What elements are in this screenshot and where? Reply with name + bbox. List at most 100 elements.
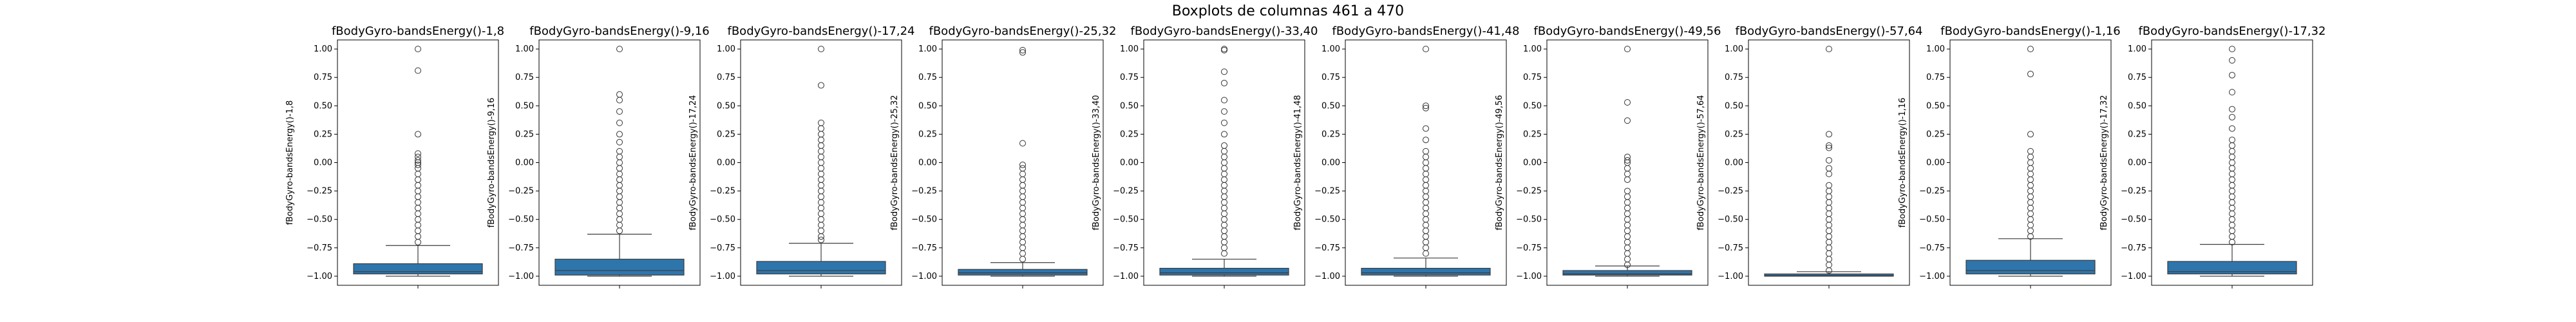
outlier-point: [1019, 165, 1026, 172]
outlier-point: [415, 156, 421, 164]
panel-1: fBodyGyro-bandsEnergy()-1,8 −1.00 −0.75 −0.…: [285, 24, 504, 289]
y-tick-label: −1.00: [307, 272, 332, 281]
outlier-point: [2027, 131, 2034, 138]
y-tick-label: 0.00: [1926, 158, 1945, 168]
y-tick-label: −0.25: [307, 187, 332, 196]
y-axis-label: fBodyGyro-bandsEnergy()-49,56: [1495, 95, 1504, 230]
outlier-point: [415, 165, 421, 172]
axes-frame: [1143, 39, 1305, 286]
outlier-point: [2027, 153, 2034, 160]
panel-5: fBodyGyro-bandsEnergy()-33,40 −1.00 −0.75 −…: [1092, 24, 1318, 289]
y-tick-label: 0.50: [1725, 101, 1743, 111]
outlier-point: [1221, 147, 1227, 155]
outlier-point: [415, 131, 421, 138]
outlier-point: [818, 236, 824, 243]
y-axis-label: fBodyGyro-bandsEnergy()-17,32: [2099, 95, 2109, 230]
outlier-point: [616, 147, 623, 155]
outlier-point: [2027, 182, 2034, 189]
y-tick-label: 0.75: [1725, 73, 1743, 82]
y-tick-label: −1.00: [1113, 272, 1139, 281]
outlier-point: [616, 138, 623, 146]
outlier-point: [2229, 147, 2235, 155]
y-tick-label: 1.00: [1321, 44, 1340, 54]
outlier-point: [2229, 125, 2235, 132]
y-tick-label: 0.50: [2128, 101, 2146, 111]
outlier-point: [415, 153, 421, 160]
outlier-point: [1221, 108, 1227, 115]
outlier-point: [1221, 199, 1227, 206]
outlier-point: [415, 46, 421, 53]
y-tick-label: 1.00: [1120, 44, 1139, 54]
outlier-point: [616, 222, 623, 229]
y-tick-label: −1.00: [1718, 272, 1743, 281]
outlier-point: [2229, 153, 2235, 160]
outlier-point: [1624, 261, 1631, 269]
outlier-point: [1221, 171, 1227, 178]
y-tick-label: 0.25: [918, 129, 937, 139]
y-tick-label: −0.25: [1718, 187, 1743, 196]
y-tick-label: −0.50: [2121, 215, 2146, 225]
iqr-box: [1764, 273, 1894, 277]
panel-title: fBodyGyro-bandsEnergy()-1,8: [332, 24, 504, 38]
y-tick-label: −0.75: [710, 243, 735, 253]
panel-9: fBodyGyro-bandsEnergy()-1,16 −1.00 −0.75 −0…: [1898, 24, 2121, 289]
outlier-point: [616, 171, 623, 178]
y-tick-label: 0.50: [717, 101, 735, 111]
y-tick-label: 0.00: [717, 158, 735, 168]
outlier-point: [818, 131, 824, 138]
outlier-point: [1826, 171, 1832, 178]
outlier-point: [1423, 250, 1429, 257]
panel-title: fBodyGyro-bandsEnergy()-17,24: [728, 24, 915, 38]
outlier-point: [616, 153, 623, 160]
outlier-point: [1423, 210, 1429, 217]
outlier-point: [1826, 267, 1832, 274]
y-tick-label: −1.00: [1919, 272, 1945, 281]
outlier-point: [818, 193, 824, 200]
outlier-point: [1221, 46, 1227, 53]
y-tick-label: 0.00: [314, 158, 332, 168]
y-tick-label: −0.50: [1314, 215, 1340, 225]
outlier-point: [1221, 233, 1227, 240]
outlier-point: [1019, 238, 1026, 245]
panel-title: fBodyGyro-bandsEnergy()-1,16: [1940, 24, 2121, 38]
outlier-point: [1624, 210, 1631, 217]
outlier-point: [1221, 250, 1227, 257]
iqr-box: [353, 263, 483, 274]
outlier-point: [1624, 256, 1631, 263]
y-tick-label: 0.00: [515, 158, 534, 168]
outlier-point: [616, 216, 623, 223]
outlier-point: [1826, 131, 1832, 138]
outlier-point: [1019, 256, 1026, 263]
y-tick-label: 0.75: [1926, 73, 1945, 82]
outlier-point: [818, 46, 824, 53]
panel-7: fBodyGyro-bandsEnergy()-49,56 −1.00 −0.75 −…: [1495, 24, 1721, 289]
outlier-point: [1624, 99, 1631, 106]
y-tick-label: 0.25: [1523, 129, 1542, 139]
outlier-point: [2229, 199, 2235, 206]
outlier-point: [818, 125, 824, 132]
y-tick-label: 0.25: [2128, 129, 2146, 139]
outlier-point: [2027, 46, 2034, 53]
outlier-point: [1826, 187, 1832, 194]
outlier-point: [818, 187, 824, 194]
outlier-point: [1624, 156, 1631, 164]
outlier-point: [1019, 171, 1026, 178]
outlier-point: [1423, 125, 1429, 132]
outlier-point: [2027, 222, 2034, 229]
outlier-point: [616, 159, 623, 166]
outlier-point: [1826, 238, 1832, 245]
outlier-point: [616, 205, 623, 212]
outlier-point: [818, 119, 824, 126]
outlier-point: [1221, 176, 1227, 183]
outlier-point: [2027, 187, 2034, 194]
panels-group: fBodyGyro-bandsEnergy()-1,8 −1.00 −0.75 −0.…: [285, 24, 2325, 289]
axes-frame: [1546, 39, 1709, 286]
outlier-point: [1019, 193, 1026, 200]
y-tick-label: −0.25: [710, 187, 735, 196]
outlier-point: [616, 227, 623, 234]
outlier-point: [1221, 193, 1227, 200]
outlier-point: [1423, 102, 1429, 109]
outlier-point: [2027, 70, 2034, 77]
outlier-point: [2027, 147, 2034, 155]
outlier-point: [1423, 199, 1429, 206]
